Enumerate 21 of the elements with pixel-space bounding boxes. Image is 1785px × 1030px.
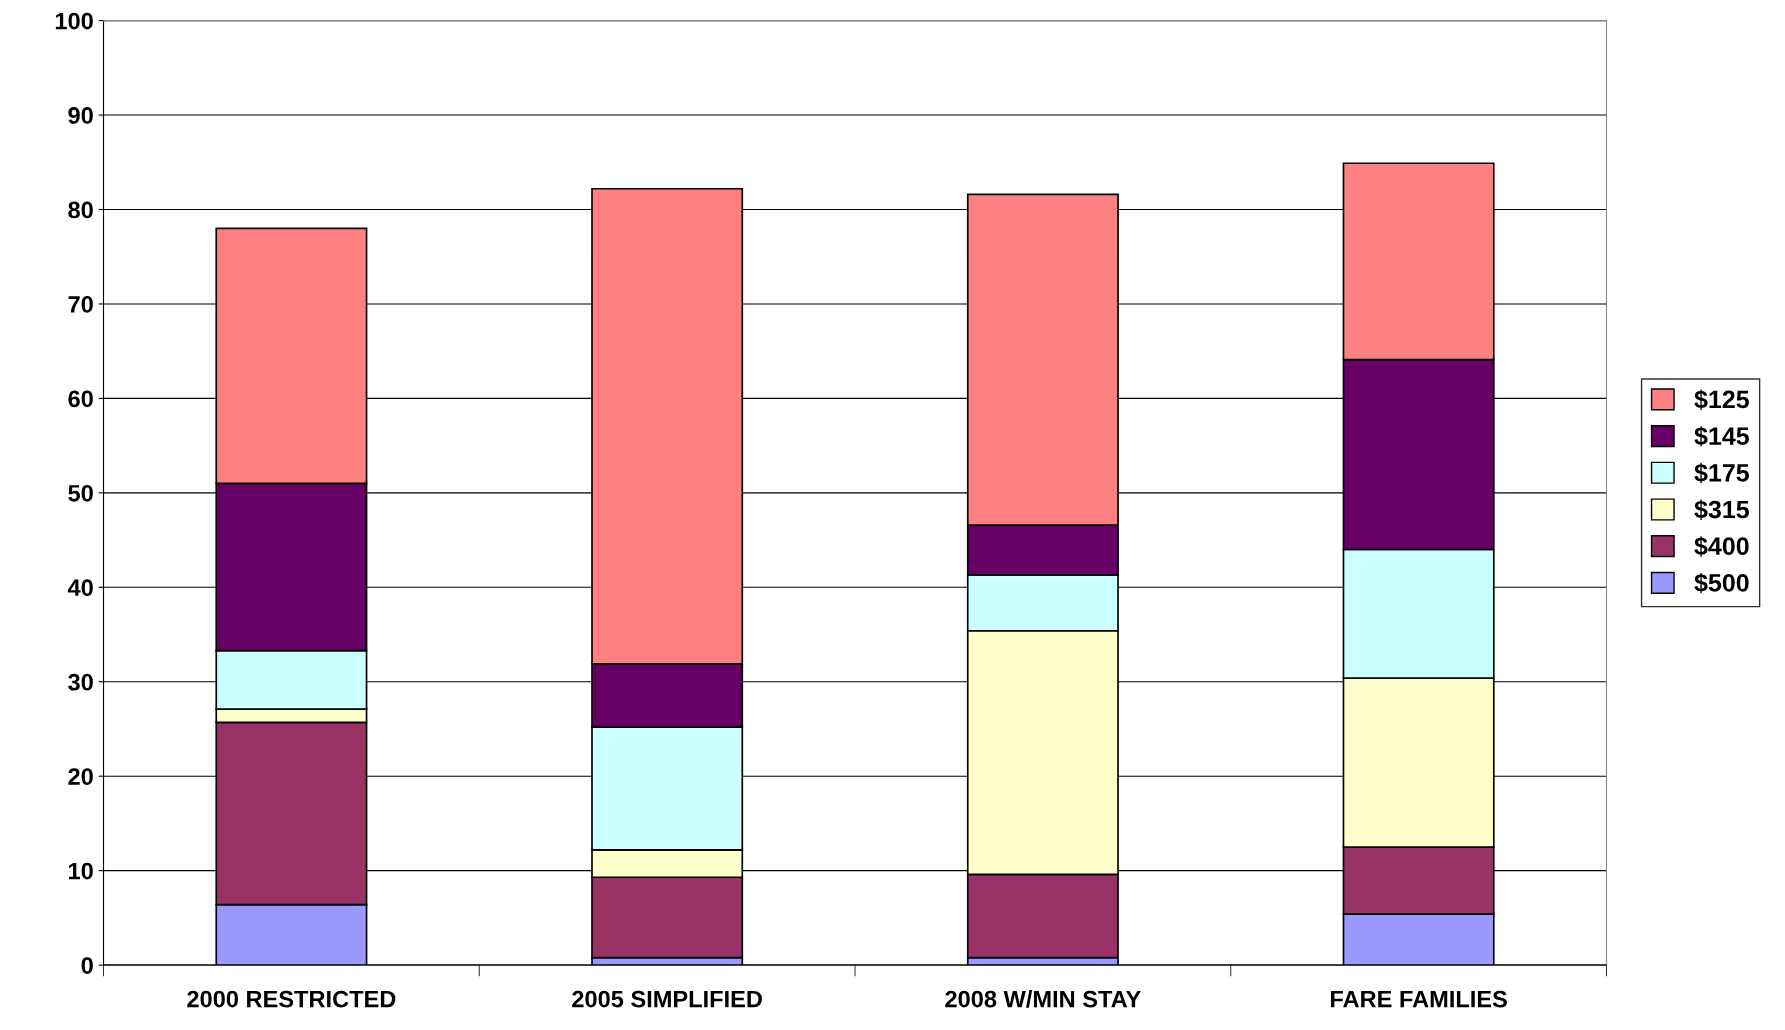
- x-tick-label: FARE FAMILIES: [1331, 990, 1507, 1008]
- y-tick-label: 20: [68, 768, 93, 785]
- y-tick-label: 90: [68, 107, 93, 124]
- y-tick-label: 50: [68, 484, 93, 502]
- x-tick-label: 2005 SIMPLIFIED: [572, 990, 762, 1008]
- y-tick-label: 100: [55, 12, 93, 30]
- x-tick-label: 2008 W/MIN STAY: [945, 990, 1141, 1008]
- legend-label: $315: [1694, 499, 1749, 520]
- legend-label: $175: [1694, 462, 1749, 484]
- legend-label: $500: [1694, 572, 1749, 594]
- legend-label: $145: [1694, 426, 1749, 447]
- y-tick-label: 60: [68, 390, 93, 408]
- legend-label: $400: [1694, 536, 1749, 557]
- y-tick-label: 10: [69, 862, 93, 880]
- legend-label: $125: [1694, 389, 1749, 410]
- y-tick-label: 70: [68, 296, 93, 313]
- y-tick-label: 40: [67, 579, 93, 597]
- x-tick-label: 2000 RESTRICTED: [187, 990, 396, 1008]
- y-tick-label: 80: [68, 201, 93, 219]
- y-tick-label: 30: [68, 673, 93, 691]
- y-tick-label: 0: [81, 957, 93, 974]
